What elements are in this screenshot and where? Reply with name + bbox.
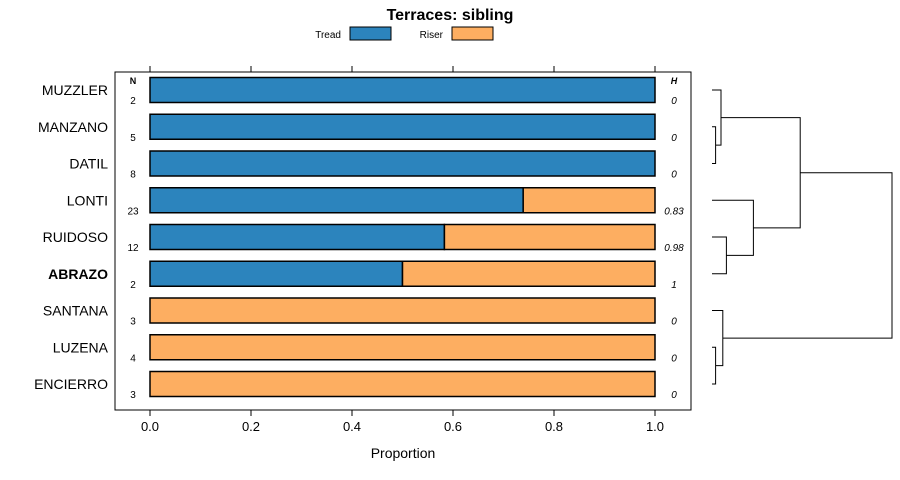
h-value: 0 [671,317,677,328]
x-tick-label: 0.0 [141,419,159,434]
n-value: 4 [130,353,136,364]
x-tick-label: 0.2 [242,419,260,434]
bar-riser-abrazo [401,260,656,287]
bars [149,76,656,398]
h-column-header: H [671,76,678,86]
dendrogram-link [712,346,717,385]
h-value: 0 [671,133,677,144]
bar-riser-lonti [522,187,656,214]
h-value: 0 [671,96,677,107]
h-value: 1 [671,280,677,291]
dendrogram-link [712,199,754,256]
n-value: 2 [130,96,136,107]
row-label-luzena: LUZENA [53,339,109,355]
row-label-ruidoso: RUIDOSO [43,229,108,245]
row-label-lonti: LONTI [67,192,108,208]
row-label-santana: SANTANA [43,303,109,319]
x-tick-label: 0.6 [444,419,462,434]
bar-riser-santana [149,297,656,324]
h-value: 0 [671,390,677,401]
n-value: 5 [130,133,136,144]
row-label-manzano: MANZANO [38,119,108,135]
dendrogram-link [712,126,717,164]
bar-tread-abrazo [149,260,404,287]
h-value: 0 [671,170,677,181]
row-label-datil: DATIL [69,156,108,172]
chart-title: Terraces: sibling [387,7,514,24]
row-label-muzzler: MUZZLER [42,82,108,98]
bar-riser-ruidoso [443,223,656,251]
dendrogram-root-link [722,172,893,339]
legend-label-tread: Tread [315,30,341,41]
dendrogram-link [712,89,722,146]
legend: Tread Riser [315,26,494,41]
dendrogram [712,89,893,385]
n-value: 23 [127,206,139,217]
x-axis-label: Proportion [371,445,436,461]
bar-tread-datil [149,150,656,177]
legend-swatch-riser [451,26,494,41]
x-axis-ticks: 0.0 0.2 0.4 0.6 0.8 1.0 [141,66,664,434]
dendrogram-link [721,117,801,229]
row-label-abrazo: ABRAZO [48,266,108,282]
x-tick-label: 1.0 [646,419,664,434]
bar-tread-manzano [149,113,656,140]
h-value: 0.98 [664,243,684,254]
n-value: 12 [127,243,139,254]
legend-label-riser: Riser [420,30,444,41]
plot-panel [114,71,692,411]
x-tick-label: 0.8 [545,419,563,434]
bar-tread-muzzler [149,76,656,104]
h-value: 0.83 [664,206,684,217]
bar-riser-luzena [149,334,656,361]
bar-tread-ruidoso [149,223,446,251]
n-value: 8 [130,170,136,181]
dendrogram-link [712,310,724,367]
h-value: 0 [671,353,677,364]
n-column-header: N [130,76,137,86]
bar-riser-encierro [149,370,656,398]
dendrogram-link [712,236,727,275]
n-value: 3 [130,390,136,401]
x-tick-label: 0.4 [343,419,361,434]
bar-tread-lonti [149,187,524,214]
n-value: 3 [130,317,136,328]
row-label-encierro: ENCIERRO [34,376,108,392]
n-value: 2 [130,280,136,291]
legend-swatch-tread [349,26,392,41]
